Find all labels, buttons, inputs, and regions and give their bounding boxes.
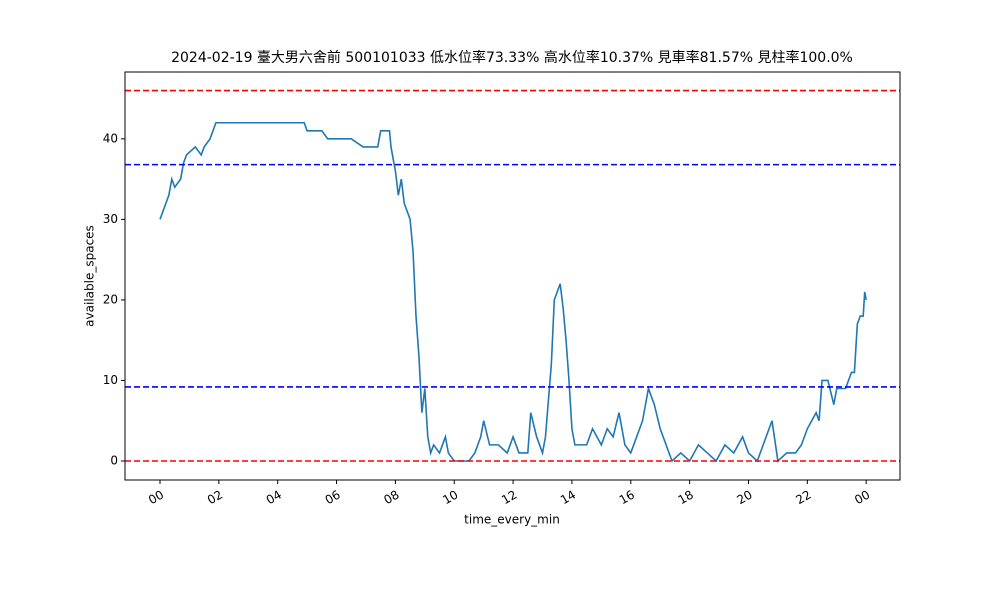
y-tick-label: 20 <box>103 292 118 306</box>
x-tick-label: 00 <box>146 488 166 508</box>
y-tick-label: 10 <box>103 373 118 387</box>
x-tick-label: 04 <box>264 488 284 508</box>
plot-frame <box>124 71 901 481</box>
y-axis-label: available_spaces <box>83 225 97 327</box>
x-tick-label: 12 <box>499 488 519 508</box>
x-tick-label: 10 <box>440 488 460 508</box>
x-tick-label: 08 <box>381 488 401 508</box>
x-tick-label: 14 <box>558 488 578 508</box>
data-line <box>159 121 867 463</box>
y-tick-label: 40 <box>103 131 118 145</box>
x-tick-label: 22 <box>793 488 813 508</box>
y-tick-label: 30 <box>103 212 118 226</box>
x-tick-label: 02 <box>205 488 225 508</box>
x-tick-label: 00 <box>852 488 872 508</box>
x-tick-label: 20 <box>734 488 754 508</box>
chart-title: 2024-02-19 臺大男六舍前 500101033 低水位率73.33% 高… <box>171 49 853 66</box>
x-tick-label: 06 <box>323 488 343 508</box>
x-tick-label: 18 <box>676 488 696 508</box>
y-tick-label: 0 <box>110 453 118 467</box>
x-axis-label: time_every_min <box>464 513 560 527</box>
x-tick-label: 16 <box>617 488 637 508</box>
